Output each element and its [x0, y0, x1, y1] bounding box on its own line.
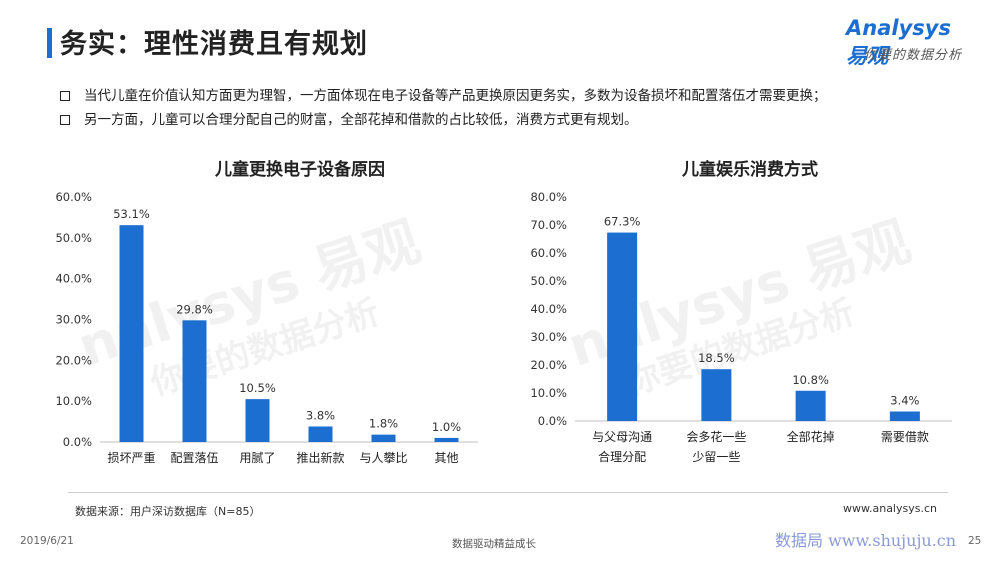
y-tick-label: 70.0% [530, 218, 567, 232]
bar [245, 399, 270, 442]
footer-watermark: 数据局 www.shujuju.cn [775, 531, 957, 550]
y-tick-label: 20.0% [530, 358, 567, 372]
data-label: 1.8% [369, 417, 398, 431]
footer-divider [68, 492, 948, 493]
y-tick-label: 20.0% [55, 353, 92, 367]
x-tick-label: 合理分配 [598, 449, 646, 464]
bar [795, 390, 826, 421]
y-tick-label: 80.0% [530, 190, 567, 204]
x-tick-label: 损坏严重 [107, 451, 155, 465]
y-tick-label: 50.0% [55, 231, 92, 245]
x-tick-label: 配置落伍 [170, 451, 218, 465]
x-tick-label: 少留一些 [692, 450, 740, 464]
x-tick-label: 用腻了 [239, 451, 275, 465]
y-tick-label: 10.0% [55, 394, 92, 408]
y-tick-label: 0.0% [538, 414, 567, 428]
bullet-text: 另一方面，儿童可以合理分配自己的财富，全部花掉和借款的占比较低，消费方式更有规划… [84, 112, 638, 128]
footer-tagline: 数据驱动精益成长 [452, 538, 536, 550]
y-tick-label: 50.0% [530, 274, 567, 288]
x-tick-label: 全部花掉 [787, 429, 835, 444]
data-source-note: 数据来源：用户深访数据库（N=85） [75, 505, 261, 518]
footer-date: 2019/6/21 [20, 535, 74, 547]
logo-slogan: 你要的数据分析 [864, 48, 963, 63]
bullet-text: 当代儿童在价值认知方面更为理智，一方面体现在电子设备等产品更换原因更务实，多数为… [84, 88, 827, 104]
data-label: 10.8% [792, 373, 829, 387]
y-tick-label: 30.0% [55, 313, 92, 327]
x-tick-label: 与父母沟通 [592, 430, 652, 444]
bullet-item: 另一方面，儿童可以合理分配自己的财富，全部花掉和借款的占比较低，消费方式更有规划… [60, 108, 827, 132]
data-label: 3.8% [306, 408, 335, 422]
site-url: www.analysys.cn [843, 502, 937, 515]
data-label: 1.0% [432, 420, 461, 434]
bar [308, 426, 333, 442]
logo-cn: 易观 [846, 44, 888, 68]
y-tick-label: 30.0% [530, 330, 567, 344]
checkbox-bullet-icon [60, 115, 70, 125]
x-tick-label: 需要借款 [881, 430, 929, 444]
y-tick-label: 60.0% [530, 246, 567, 260]
bar [182, 320, 207, 442]
data-label: 3.4% [890, 393, 919, 407]
x-tick-label: 其他 [434, 451, 458, 465]
y-tick-label: 40.0% [55, 272, 92, 286]
x-tick-label: 推出新款 [296, 450, 344, 465]
bar [119, 225, 144, 442]
summary-bullets: 当代儿童在价值认知方面更为理智，一方面体现在电子设备等产品更换原因更务实，多数为… [60, 84, 827, 132]
bar [701, 369, 732, 421]
bar [889, 411, 920, 421]
y-tick-label: 40.0% [530, 302, 567, 316]
bar [371, 434, 396, 442]
y-tick-label: 10.0% [530, 386, 567, 400]
chart-title-device-replacement: 儿童更换电子设备原因 [215, 160, 385, 180]
bullet-item: 当代儿童在价值认知方面更为理智，一方面体现在电子设备等产品更换原因更务实，多数为… [60, 84, 827, 108]
checkbox-bullet-icon [60, 91, 70, 101]
chart-title-entertainment-spending: 儿童娱乐消费方式 [682, 160, 818, 180]
y-tick-label: 60.0% [55, 190, 92, 204]
title-accent-bar [47, 28, 52, 58]
page-number: 25 [968, 535, 982, 547]
logo-word: nalysys [862, 16, 951, 40]
logo-wordmark: Analysys 易观 [846, 16, 976, 70]
data-label: 67.3% [604, 215, 641, 229]
brand-logo: Analysys 易观 你要的数据分析 [846, 16, 976, 68]
data-label: 29.8% [176, 302, 213, 316]
bar [434, 437, 459, 442]
x-tick-label: 会多花一些 [686, 429, 746, 444]
data-label: 10.5% [239, 381, 276, 395]
bar [607, 232, 638, 421]
data-label: 53.1% [113, 207, 150, 221]
x-tick-label: 与人攀比 [359, 451, 407, 465]
data-label: 18.5% [698, 351, 735, 365]
logo-initial: A [846, 16, 863, 40]
page-title: 务实：理性消费且有规划 [60, 29, 368, 60]
y-tick-label: 0.0% [63, 435, 92, 449]
